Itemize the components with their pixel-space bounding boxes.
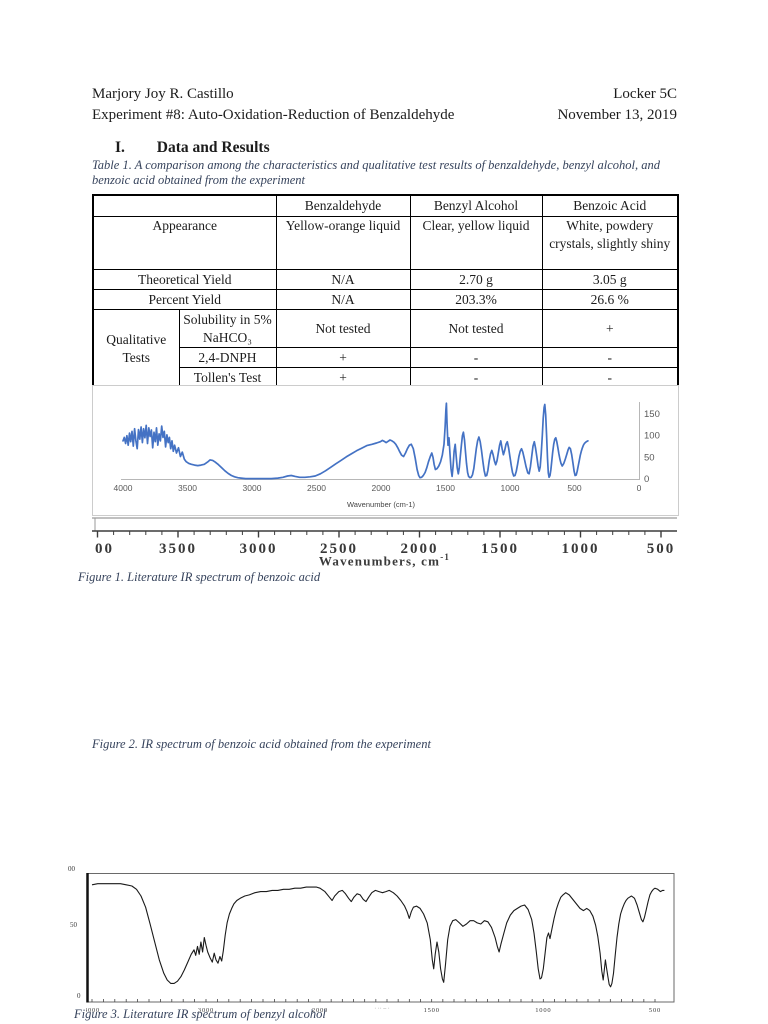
svg-text:500: 500 bbox=[567, 483, 581, 493]
table-cell: - bbox=[541, 347, 679, 368]
header-line-2: Experiment #8: Auto-Oxidation-Reduction … bbox=[92, 105, 677, 125]
svg-text:2000: 2000 bbox=[372, 483, 391, 493]
column-header: Benzaldehyde bbox=[275, 194, 411, 217]
section-numeral: I. bbox=[115, 139, 125, 156]
results-table: Benzaldehyde Benzyl Alcohol Benzoic Acid… bbox=[92, 194, 679, 389]
qual-group-label: Qualitative Tests bbox=[92, 309, 180, 389]
figure1-chart-box: 4000 3500 3000 2500 2000 1500 1000 500 0 0 50 100 15… bbox=[92, 385, 679, 516]
svg-text:2000: 2000 bbox=[312, 1007, 328, 1014]
ruler-axis: 00 3500 3000 2500 2000 1500 1000 500 bbox=[92, 517, 677, 557]
table-caption: Table 1. A comparison among the characte… bbox=[92, 158, 660, 187]
table-cell: White, powdery crystals, slightly shiny bbox=[541, 216, 679, 270]
table-row: Appearance Yellow-orange liquid Clear, y… bbox=[92, 216, 679, 270]
table-cell: 203.3% bbox=[409, 289, 543, 310]
svg-text:4000: 4000 bbox=[114, 483, 133, 493]
row-label: Theoretical Yield bbox=[92, 269, 277, 290]
svg-text:0: 0 bbox=[637, 483, 642, 493]
table-cell: Yellow-orange liquid bbox=[275, 216, 411, 270]
svg-text:3500: 3500 bbox=[178, 483, 197, 493]
svg-text:500: 500 bbox=[647, 541, 676, 557]
figure2-caption: Figure 2. IR spectrum of benzoic acid ob… bbox=[92, 737, 431, 751]
table-cell: - bbox=[409, 347, 543, 368]
table-cell: Clear, yellow liquid bbox=[409, 216, 543, 270]
svg-text:1500: 1500 bbox=[424, 1007, 440, 1014]
row-label: 2,4-DNPH bbox=[178, 347, 277, 368]
svg-text:1000: 1000 bbox=[535, 1007, 551, 1014]
svg-text:1000: 1000 bbox=[501, 483, 520, 493]
svg-text:00: 00 bbox=[95, 541, 114, 557]
svg-text:2500: 2500 bbox=[307, 483, 326, 493]
svg-text:3000: 3000 bbox=[240, 541, 278, 557]
svg-text:1500: 1500 bbox=[436, 483, 455, 493]
ruler-axis-svg: 00 3500 3000 2500 2000 1500 1000 500 bbox=[92, 517, 677, 557]
figure1-ir-spectrum-plot: 4000 3500 3000 2500 2000 1500 1000 500 00 50 100 15… bbox=[114, 402, 660, 509]
svg-text:2500: 2500 bbox=[320, 541, 358, 557]
table-cell: 3.05 g bbox=[541, 269, 679, 290]
column-header: Benzoic Acid bbox=[541, 194, 679, 217]
svg-text:Wavenumber (cm-1): Wavenumber (cm-1) bbox=[347, 500, 416, 509]
svg-text:150: 150 bbox=[644, 409, 660, 420]
table-row: Tollen's Test + - - bbox=[93, 367, 679, 389]
svg-text:3500: 3500 bbox=[159, 541, 197, 557]
svg-text:· ·· – ·: · ·· – · bbox=[374, 1006, 390, 1012]
figure3-caption: Figure 3. Literature IR spectrum of benz… bbox=[74, 1007, 326, 1021]
figure3-y-axis-label: 00 bbox=[68, 865, 75, 873]
figure3-chart-box: 4000 3000 2000 1500 1000 500 · ·· – · bbox=[86, 873, 675, 1015]
table-row: 2,4-DNPH + - - bbox=[93, 347, 679, 368]
column-header: Benzyl Alcohol bbox=[409, 194, 543, 217]
wavenumbers-axis-label-sup: -1 bbox=[440, 552, 451, 562]
svg-text:3000: 3000 bbox=[243, 483, 262, 493]
table-cell: Not tested bbox=[275, 309, 411, 348]
table-row: Theoretical Yield N/A 2.70 g 3.05 g bbox=[92, 269, 679, 290]
row-label: Appearance bbox=[92, 216, 277, 270]
svg-text:2000: 2000 bbox=[401, 541, 439, 557]
row-label: Percent Yield bbox=[92, 289, 277, 310]
section-heading: I. Data and Results bbox=[115, 139, 270, 157]
row-label: Solubility in 5% NaHCO₃ bbox=[178, 309, 277, 348]
header-date: November 13, 2019 bbox=[557, 107, 677, 123]
table-cell: Not tested bbox=[409, 309, 543, 348]
table-cell: 2.70 g bbox=[409, 269, 543, 290]
table-cell: + bbox=[275, 347, 411, 368]
table-row: Qualitative Tests Solubility in 5% NaHCO… bbox=[92, 309, 679, 389]
svg-text:50: 50 bbox=[644, 452, 655, 463]
wavenumbers-axis-label-text: Wavenumbers, cm bbox=[318, 553, 441, 569]
header-experiment-title: Experiment #8: Auto-Oxidation-Reduction … bbox=[92, 107, 455, 123]
header-locker: Locker 5C bbox=[613, 86, 677, 102]
table-cell: + bbox=[541, 309, 679, 348]
header-line-1: Marjory Joy R. Castillo Locker 5C bbox=[92, 84, 677, 104]
table-cell-empty bbox=[92, 194, 277, 217]
table-header-row: Benzaldehyde Benzyl Alcohol Benzoic Acid bbox=[92, 194, 679, 217]
svg-text:1000: 1000 bbox=[562, 541, 600, 557]
table-cell: N/A bbox=[275, 269, 411, 290]
row-label: Tollen's Test bbox=[178, 367, 277, 389]
figure3-ir-spectrum-plot: 4000 3000 2000 1500 1000 500 · ·· – · bbox=[86, 873, 675, 1014]
figure3-y-axis-label: 50 bbox=[70, 921, 77, 929]
svg-text:0: 0 bbox=[644, 474, 649, 485]
section-title: Data and Results bbox=[156, 139, 270, 156]
svg-text:3000: 3000 bbox=[198, 1007, 214, 1014]
header-name: Marjory Joy R. Castillo bbox=[92, 86, 234, 102]
figure3-y-axis-label: 0 bbox=[77, 992, 81, 1000]
table-cell: 26.6 % bbox=[541, 289, 679, 310]
wavenumbers-axis-label: Wavenumbers, cm-1 bbox=[92, 552, 677, 569]
figure1-caption: Figure 1. Literature IR spectrum of benz… bbox=[78, 570, 321, 584]
svg-text:100: 100 bbox=[644, 431, 660, 442]
svg-text:1500: 1500 bbox=[481, 541, 519, 557]
svg-text:4000: 4000 bbox=[86, 1007, 100, 1014]
table-row: Percent Yield N/A 203.3% 26.6 % bbox=[92, 289, 679, 310]
svg-text:500: 500 bbox=[649, 1007, 661, 1014]
table-cell: N/A bbox=[275, 289, 411, 310]
